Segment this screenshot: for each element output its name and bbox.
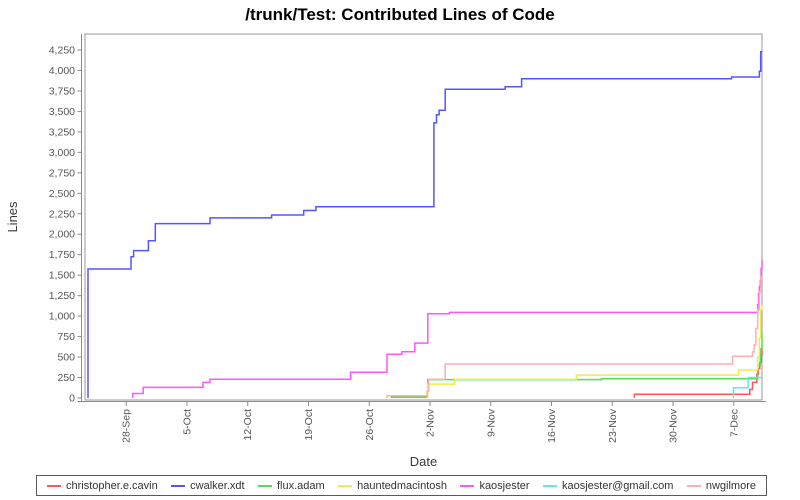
y-axis-title: Lines bbox=[5, 201, 20, 233]
x-tick-label: 26-Oct bbox=[364, 409, 376, 441]
y-tick-label: 3,750 bbox=[49, 85, 75, 97]
legend-label: nwgilmore bbox=[705, 479, 756, 492]
y-tick-label: 250 bbox=[57, 372, 75, 384]
legend-label: christopher.e.cavin bbox=[66, 479, 158, 492]
y-tick-label: 750 bbox=[57, 331, 75, 343]
x-tick-label: 2-Nov bbox=[425, 408, 437, 437]
y-tick-label: 3,500 bbox=[49, 106, 75, 118]
legend-label: kaosjester@gmail.com bbox=[562, 479, 674, 492]
x-tick-label: 19-Oct bbox=[303, 409, 315, 441]
legend-swatch bbox=[460, 484, 475, 487]
plot-frame bbox=[84, 33, 763, 401]
legend-item-kaosjester: kaosjester bbox=[460, 479, 530, 492]
y-tick-label: 2,000 bbox=[49, 229, 75, 241]
x-tick-label: 23-Nov bbox=[607, 408, 619, 443]
x-tick-label: 5-Oct bbox=[181, 409, 193, 435]
y-tick-label: 1,750 bbox=[49, 249, 75, 261]
y-tick-label: 2,500 bbox=[49, 188, 75, 200]
legend-swatch bbox=[171, 484, 186, 487]
y-tick-label: 4,250 bbox=[49, 45, 75, 57]
series-line-kaosjester bbox=[131, 259, 763, 398]
x-tick-label: 9-Nov bbox=[485, 408, 497, 437]
chart-title: /trunk/Test: Contributed Lines of Code bbox=[245, 5, 555, 24]
legend-swatch bbox=[47, 484, 61, 487]
legend-label: flux.adam bbox=[276, 479, 325, 492]
legend-label: cwalker.xdt bbox=[190, 479, 245, 492]
series-line-christopher.e.cavin bbox=[633, 347, 763, 398]
y-tick-label: 4,000 bbox=[49, 65, 75, 77]
series-line-kaosjester@gmail.com bbox=[732, 376, 762, 398]
legend-item-hauntedmacintosh: hauntedmacintosh bbox=[338, 480, 447, 492]
y-tick-label: 1,250 bbox=[49, 290, 75, 302]
legend-label: kaosjester bbox=[479, 479, 530, 492]
series-line-nwgilmore bbox=[386, 275, 763, 398]
x-tick-label: 30-Nov bbox=[668, 408, 680, 443]
y-tick-label: 1,000 bbox=[49, 311, 75, 323]
legend-swatch bbox=[686, 484, 701, 487]
loc-chart: 0 250 500 750 1,000 1,250 1,500 1,750 2,000 2,250… bbox=[5, 33, 766, 469]
y-tick-label: 2,750 bbox=[49, 167, 75, 179]
y-tick-label: 2,250 bbox=[49, 208, 75, 220]
legend-item-flux.adam: flux.adam bbox=[257, 479, 325, 492]
legend-item-cwalker.xdt: cwalker.xdt bbox=[171, 479, 245, 492]
legend-swatch bbox=[257, 484, 272, 487]
legend-swatch bbox=[543, 484, 557, 487]
x-tick-label: 28-Sep bbox=[121, 409, 133, 443]
x-tick-label: 7-Dec bbox=[728, 409, 740, 437]
series-line-cwalker.xdt bbox=[87, 50, 762, 398]
legend: christopher.e.cavin cwalker.xdt flux.adam h… bbox=[36, 475, 767, 496]
legend-item-kaosjester@gmail.com: kaosjester@gmail.com bbox=[543, 480, 673, 492]
y-tick-label: 1,500 bbox=[49, 270, 75, 282]
y-tick-label: 3,250 bbox=[49, 126, 75, 138]
series-line-flux.adam bbox=[390, 332, 763, 399]
legend-item-nwgilmore: nwgilmore bbox=[686, 479, 756, 492]
x-tick-label: 12-Oct bbox=[242, 409, 254, 441]
y-tick-label: 0 bbox=[69, 393, 75, 405]
y-tick-label: 3,000 bbox=[49, 147, 75, 159]
legend-label: hauntedmacintosh bbox=[357, 479, 448, 492]
x-tick-label: 16-Nov bbox=[546, 408, 558, 443]
legend-swatch bbox=[338, 484, 353, 487]
x-axis-title: Date bbox=[410, 454, 437, 469]
legend-item-christopher.e.cavin: christopher.e.cavin bbox=[47, 480, 158, 492]
series-line-hauntedmacintosh bbox=[427, 304, 763, 398]
y-tick-label: 500 bbox=[57, 352, 75, 364]
